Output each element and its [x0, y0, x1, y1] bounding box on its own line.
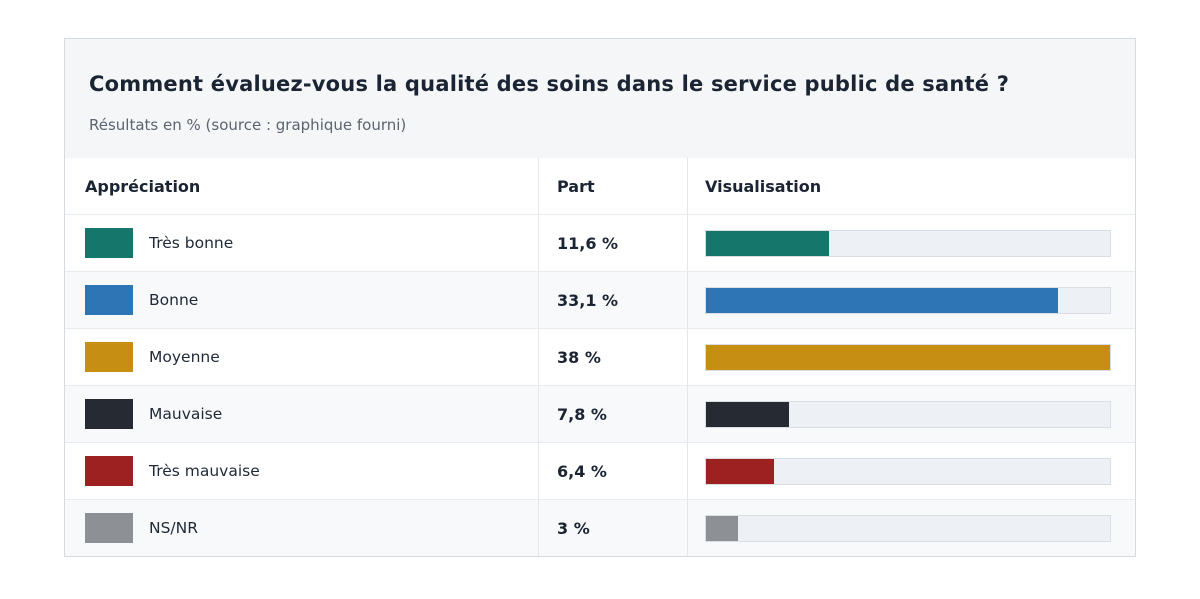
table-row: Très bonne 11,6 % [65, 214, 1135, 271]
color-swatch [85, 342, 133, 372]
results-table: Appréciation Part Visualisation Très bon… [65, 158, 1135, 556]
appreciation-label: NS/NR [149, 519, 199, 537]
table-row: Bonne 33,1 % [65, 271, 1135, 328]
appreciation-label: Très mauvaise [149, 462, 260, 480]
panel-header: Comment évaluez-vous la qualité des soin… [65, 39, 1135, 158]
bar-fill [706, 458, 775, 484]
part-value: 3 % [538, 500, 687, 556]
bar-fill [706, 230, 830, 256]
part-value: 38 % [538, 329, 687, 385]
bar-track [705, 400, 1111, 428]
bar-track [705, 514, 1111, 542]
survey-results-panel: Comment évaluez-vous la qualité des soin… [64, 38, 1136, 557]
column-header-appreciation: Appréciation [85, 176, 201, 196]
column-header-part: Part [538, 158, 687, 214]
color-swatch [85, 513, 133, 543]
table-row: NS/NR 3 % [65, 499, 1135, 556]
table-row: Mauvaise 7,8 % [65, 385, 1135, 442]
table-header-row: Appréciation Part Visualisation [65, 158, 1135, 214]
color-swatch [85, 456, 133, 486]
part-value: 33,1 % [538, 272, 687, 328]
appreciation-label: Bonne [149, 291, 199, 309]
bar-track [705, 229, 1111, 257]
bar-track [705, 343, 1111, 371]
bar-track [705, 286, 1111, 314]
page-subtitle: Résultats en % (source : graphique fourn… [89, 116, 407, 134]
appreciation-label: Très bonne [149, 234, 234, 252]
part-value: 7,8 % [538, 386, 687, 442]
table-row: Très mauvaise 6,4 % [65, 442, 1135, 499]
table-row: Moyenne 38 % [65, 328, 1135, 385]
appreciation-label: Moyenne [149, 348, 220, 366]
bar-fill [706, 344, 1110, 370]
color-swatch [85, 285, 133, 315]
part-value: 11,6 % [538, 215, 687, 271]
bar-fill [706, 401, 789, 427]
appreciation-label: Mauvaise [149, 405, 223, 423]
part-value: 6,4 % [538, 443, 687, 499]
bar-track [705, 457, 1111, 485]
color-swatch [85, 228, 133, 258]
color-swatch [85, 399, 133, 429]
page-title: Comment évaluez-vous la qualité des soin… [89, 72, 1010, 96]
bar-fill [706, 287, 1058, 313]
column-header-visualisation: Visualisation [687, 158, 1135, 214]
bar-fill [706, 515, 738, 541]
